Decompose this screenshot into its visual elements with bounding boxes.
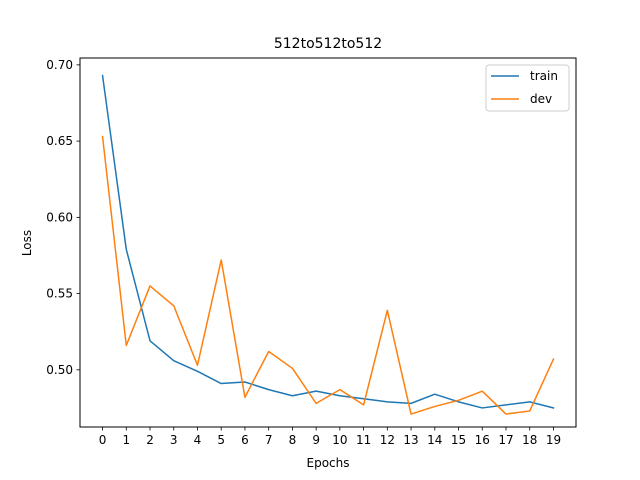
x-tick-label: 7 (265, 433, 273, 447)
x-axis-label: Epochs (307, 456, 350, 470)
x-tick-label: 5 (217, 433, 225, 447)
x-tick-label: 16 (475, 433, 490, 447)
series-line-train (101, 74, 555, 409)
x-tick-label: 1 (122, 433, 130, 447)
x-tick-label: 8 (289, 433, 297, 447)
legend-label-dev: dev (530, 92, 552, 106)
chart-title: 512to512to512 (274, 36, 382, 52)
x-tick-label: 0 (99, 433, 107, 447)
x-tick-label: 19 (546, 433, 561, 447)
x-tick-label: 12 (380, 433, 395, 447)
y-tick-label: 0.50 (46, 363, 73, 377)
series-line-dev (101, 135, 555, 415)
x-tick-label: 18 (522, 433, 537, 447)
legend-label-train: train (530, 69, 558, 83)
y-tick-label: 0.65 (46, 134, 73, 148)
x-tick-label: 11 (356, 433, 371, 447)
y-tick-label: 0.60 (46, 210, 73, 224)
x-tick-label: 14 (427, 433, 442, 447)
x-tick-label: 2 (146, 433, 154, 447)
x-tick-label: 3 (170, 433, 178, 447)
chart-legend: train dev (485, 64, 570, 112)
x-tick-label: 4 (194, 433, 202, 447)
y-axis-label: Loss (20, 230, 34, 256)
y-tick-label: 0.70 (46, 58, 73, 72)
x-tick-label: 17 (498, 433, 513, 447)
y-tick-label: 0.55 (46, 287, 73, 301)
x-tick-label: 10 (332, 433, 347, 447)
x-tick-label: 9 (312, 433, 320, 447)
axis-ticks: 0 1 2 3 4 5 6 7 8 9 10 11 12 13 14 15 16 17 18 190.500.550.… (46, 58, 561, 447)
x-tick-label: 6 (241, 433, 249, 447)
x-tick-label: 15 (451, 433, 466, 447)
plot-series (101, 74, 555, 415)
x-tick-label: 13 (403, 433, 418, 447)
plot-frame (79, 57, 577, 428)
